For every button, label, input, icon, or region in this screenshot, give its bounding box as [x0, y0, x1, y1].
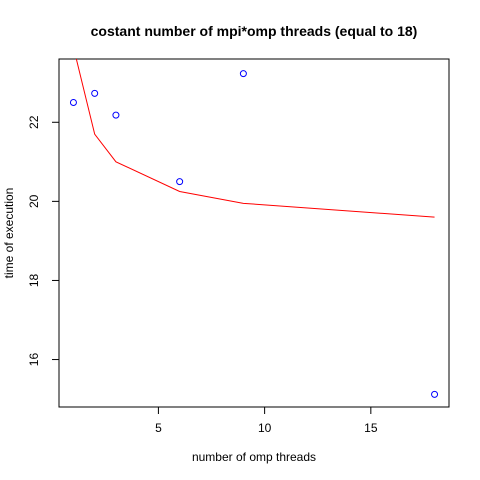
data-point — [431, 390, 439, 398]
y-tick-label: 22 — [27, 115, 41, 129]
fit-line — [75, 59, 435, 218]
y-tick-label: 20 — [27, 194, 41, 208]
x-tick-label: 10 — [258, 421, 272, 435]
x-axis: 5 10 15 — [155, 406, 378, 435]
y-axis-label: time of execution — [2, 188, 16, 279]
series-layer — [69, 59, 439, 398]
data-point — [112, 111, 120, 119]
x-tick-label: 15 — [364, 421, 378, 435]
data-point — [69, 99, 77, 106]
data-point — [176, 178, 184, 186]
x-tick-label: 5 — [155, 421, 162, 435]
chart-title: costant number of mpi*omp threads (equal… — [91, 23, 418, 39]
data-point — [239, 70, 247, 78]
data-point — [91, 89, 99, 97]
y-tick-label: 16 — [27, 353, 41, 367]
y-axis: 16 18 20 22 — [27, 115, 60, 367]
y-tick-label: 18 — [27, 273, 41, 287]
x-axis-label: number of omp threads — [192, 450, 316, 464]
